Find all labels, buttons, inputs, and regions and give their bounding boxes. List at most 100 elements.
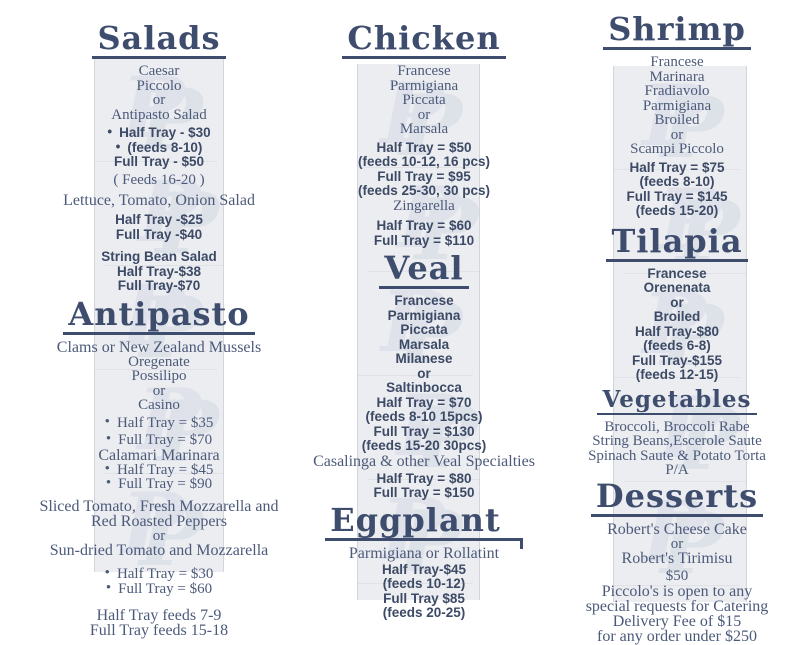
- menu-line: Francese: [397, 63, 451, 79]
- menu-line: Marinara: [649, 68, 705, 85]
- menu-line: Half Tray = $60: [376, 218, 472, 233]
- menu-line: Robert's Tirimisu: [621, 550, 733, 567]
- menu-line: Orenenata: [643, 280, 711, 295]
- menu-line: (feeds 15-20 30pcs): [361, 438, 487, 453]
- menu-line: Parmigiana: [389, 77, 459, 94]
- section-heading-chicken: Chicken: [300, 22, 548, 59]
- menu-line: Marsala: [398, 336, 450, 352]
- menu-line: Francese: [394, 293, 454, 308]
- menu-line: Possilipo: [131, 368, 187, 384]
- menu-line: (feeds 8-10 15pcs): [365, 409, 483, 424]
- menu-line: Full Tray $85: [383, 590, 465, 606]
- menu-line: Full Tray - $50: [113, 154, 205, 169]
- menu-line: Caesar: [138, 63, 180, 79]
- menu-line: Saltinbocca: [386, 380, 462, 395]
- menu-line: or: [152, 92, 166, 108]
- menu-line: Antipasto Salad: [111, 106, 207, 123]
- menu-line: Full Tray = $70: [18, 433, 300, 448]
- menu-line: Half Tray -$25: [115, 212, 203, 227]
- menu-line: Milanese: [395, 351, 453, 366]
- watermark-letter: P: [368, 376, 479, 480]
- menu-line: Broiled: [654, 112, 700, 128]
- watermark-letter: P: [624, 378, 746, 482]
- menu-line: P/A: [665, 462, 689, 478]
- menu-line: Oregenate: [128, 353, 190, 370]
- menu-line: Sliced Tomato, Fresh Mozzarella and: [39, 497, 279, 515]
- section-title: Veal: [379, 252, 469, 289]
- menu-line: or: [670, 535, 684, 552]
- menu-line: Full Tray-$155: [631, 352, 723, 368]
- section-title: Eggplant: [325, 503, 524, 549]
- watermark-letter: P: [614, 274, 740, 378]
- watermark-letter: P: [368, 168, 479, 272]
- menu-line: Casalinga & other Veal Specialties: [313, 452, 535, 470]
- menu-line: Half Tray = $50: [376, 139, 472, 155]
- menu-line: (feeds 25-30, 30 pcs): [357, 183, 491, 198]
- menu-line: (feeds 8-10): [18, 140, 300, 156]
- watermark-letter: P: [95, 266, 217, 370]
- menu-line: Robert's Cheese Cake: [607, 520, 747, 538]
- watermark-letter: P: [358, 480, 473, 584]
- section-heading-tilapia: Tilapia: [554, 224, 800, 262]
- section-heading-antipasto: Antipasto: [18, 297, 300, 335]
- section-title: Chicken: [342, 22, 506, 59]
- menu-line: Zingarella: [393, 197, 455, 214]
- menu-line: Spinach Saute & Potato Torta: [588, 447, 766, 464]
- watermark-letter: P: [105, 162, 223, 266]
- menu-line: Half Tray = $30: [18, 567, 300, 582]
- menu-line: (feeds 8-10): [639, 174, 715, 189]
- menu-line: Full Tray feeds 15-18: [89, 622, 229, 639]
- menu-line: Clams or New Zealand Mussels: [56, 338, 262, 356]
- menu-column-right: Shrimp Francese Marinara Fradiavolo Parmigia…: [554, 13, 800, 645]
- menu-line: Broiled: [653, 309, 701, 324]
- menu-line: (feeds 15-20): [635, 203, 719, 218]
- menu-line: Full Tray = $60: [18, 581, 300, 597]
- watermark-letter: P: [358, 64, 473, 168]
- menu-line: Parmigiana: [642, 97, 712, 114]
- menu-line: Full Tray-$70: [117, 278, 201, 293]
- menu-line: Parmigiana or Rollatint: [348, 544, 500, 562]
- menu-line: or: [670, 126, 684, 143]
- menu-line: Marsala: [399, 121, 449, 137]
- menu-line: Sun-dried Tomato and Mozzarella: [49, 542, 269, 559]
- menu-line: (feeds 10-12): [382, 576, 466, 591]
- menu-line: or: [417, 106, 431, 123]
- menu-line: Full Tray -$40: [115, 226, 203, 242]
- menu-line: $50: [665, 568, 689, 584]
- menu-line: Piccolo: [136, 77, 182, 94]
- menu-line: Francese: [650, 54, 704, 70]
- menu-line: Full Tray = $90: [18, 477, 300, 492]
- menu-line: or: [152, 527, 166, 544]
- section-title: Vegetables: [597, 387, 757, 415]
- menu-line: Francese: [647, 265, 707, 281]
- menu-line: or: [670, 294, 684, 310]
- menu-line: Piccata: [400, 322, 448, 337]
- menu-line: Casino: [138, 397, 180, 413]
- watermark-letter: P: [614, 482, 740, 586]
- menu-line: ( Feeds 16-20 ): [113, 171, 205, 188]
- section-title: Salads: [92, 22, 226, 59]
- menu-line: Half Tray = $45: [18, 462, 300, 478]
- section-title: Tilapia: [606, 224, 748, 262]
- section-title: Desserts: [590, 479, 764, 517]
- section-heading-salads: Salads: [18, 22, 300, 59]
- menu-line: (feeds 12-15): [635, 367, 719, 382]
- menu-line: Half Tray-$45: [381, 561, 467, 577]
- menu-line: for any order under $250: [597, 627, 757, 645]
- menu-line: special requests for Catering: [585, 597, 769, 615]
- menu-line: Half Tray - $30: [18, 125, 300, 141]
- menu-line: Half Tray = $35: [18, 415, 300, 431]
- menu-line: Half Tray = $70: [376, 394, 472, 410]
- menu-line: Delivery Fee of $15: [612, 612, 742, 630]
- section-heading-veal: Veal: [300, 252, 548, 289]
- menu-line: Red Roasted Peppers: [91, 512, 227, 530]
- section-heading-shrimp: Shrimp: [554, 13, 800, 50]
- menu-line: Parmigiana: [387, 307, 461, 323]
- menu-line: Lettuce, Tomato, Onion Salad: [63, 192, 255, 209]
- watermark-letter: P: [614, 66, 740, 170]
- menu-line: String Beans,Escerole Saute: [592, 433, 762, 449]
- section-heading-vegetables: Vegetables: [554, 387, 800, 415]
